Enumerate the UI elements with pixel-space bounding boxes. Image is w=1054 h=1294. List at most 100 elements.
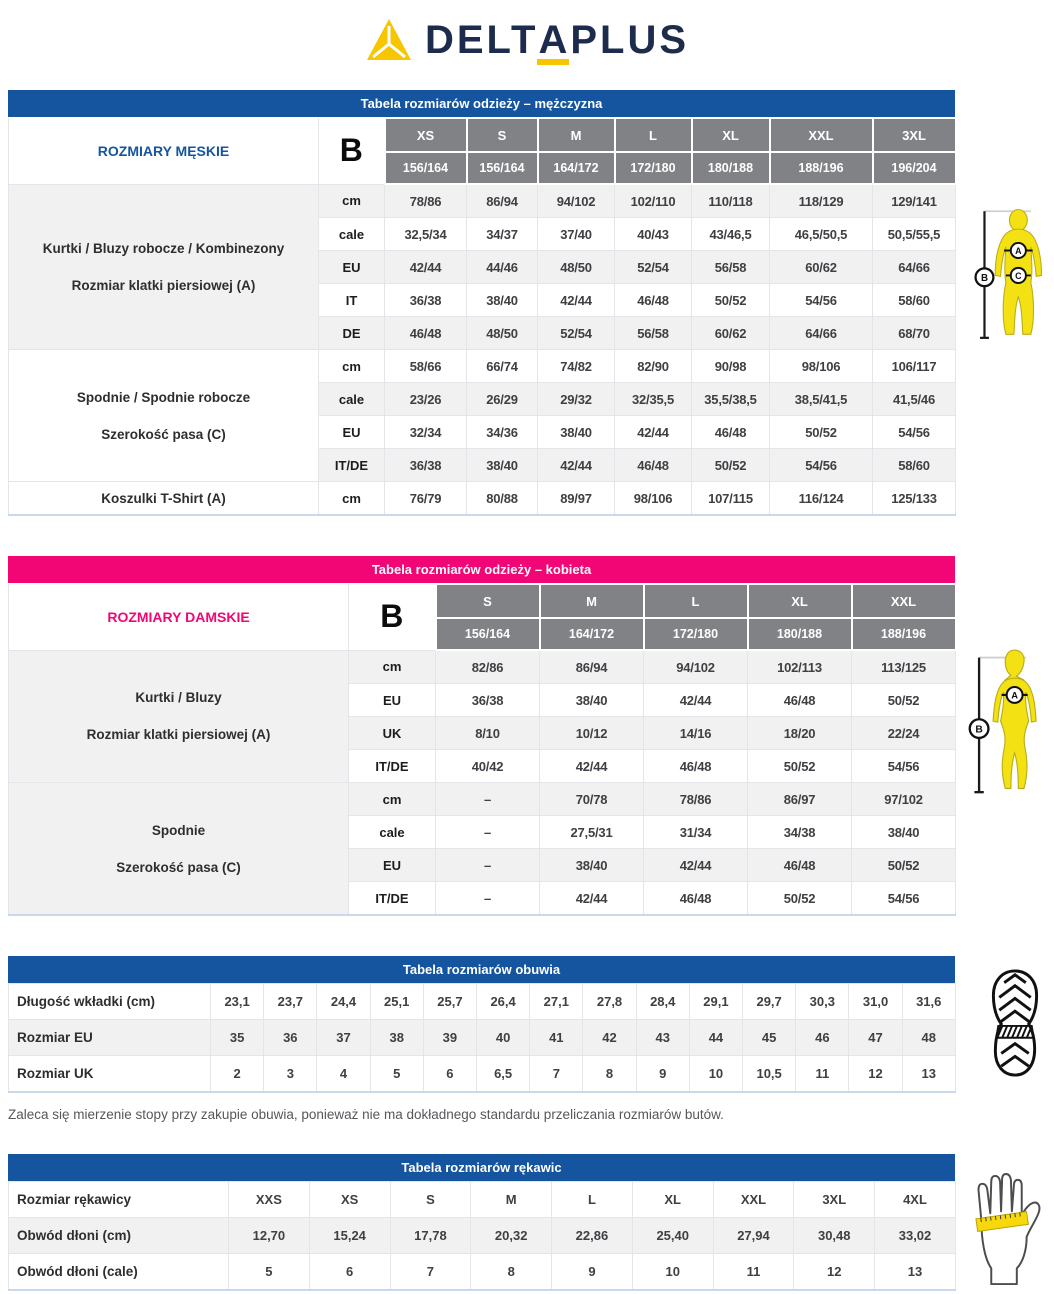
- value-cell: 46/48: [614, 283, 692, 317]
- section-label-line: Spodnie: [151, 822, 206, 838]
- value-cell: 86/94: [466, 183, 538, 218]
- unit-cell: cm: [318, 349, 385, 383]
- value-cell: 10,5: [742, 1055, 797, 1093]
- unit-cell: EU: [318, 415, 385, 449]
- value-cell: 36/38: [384, 283, 467, 317]
- value-cell: 15,24: [308, 1217, 391, 1254]
- shoe-measure-note: Zaleca się mierzenie stopy przy zakupie …: [8, 1107, 724, 1122]
- row-label-cell: Obwód dłoni (cale): [8, 1253, 229, 1291]
- table-row: IT/DE –42/44 46/48 50/52 54/56: [9, 881, 956, 916]
- value-cell: 110/118: [691, 183, 770, 218]
- value-cell: 42/44: [614, 415, 692, 449]
- value-cell: 46/48: [384, 316, 467, 350]
- value-cell: 33,02: [874, 1217, 956, 1254]
- value-cell: 86/97: [747, 782, 852, 816]
- value-cell: 12: [793, 1253, 876, 1291]
- women-table-b-label: B: [348, 584, 436, 651]
- value-cell: 102/110: [614, 183, 692, 218]
- value-cell: 50/52: [691, 448, 770, 482]
- value-cell: S: [389, 1181, 472, 1218]
- value-cell: 25,7: [422, 983, 478, 1020]
- value-cell: 54/56: [872, 415, 956, 449]
- logo-part-3: PLUS: [570, 18, 690, 62]
- value-cell: 42/44: [643, 683, 748, 717]
- table-row: EU 32/34 34/36 38/40 42/44 46/48 50/52 54/56: [9, 415, 956, 449]
- value-cell: 60/62: [691, 316, 770, 350]
- unit-cell: EU: [318, 250, 385, 284]
- value-cell: 38/40: [539, 848, 644, 882]
- height-range-cell: 172/180: [613, 151, 693, 185]
- table-row: cale 23/26 26/29 29/32 32/35,5 35,5/38,5 38,5/…: [9, 382, 956, 416]
- value-cell: –: [435, 815, 540, 849]
- section-label-line: Koszulki T-Shirt (A): [101, 490, 226, 506]
- row-label-cell: Rozmiar UK: [8, 1055, 211, 1093]
- value-cell: 6: [422, 1055, 478, 1093]
- logo-part-2: A: [537, 18, 571, 65]
- size-column-header: XXL: [850, 583, 957, 619]
- value-cell: 46/48: [691, 415, 770, 449]
- value-cell: 13: [901, 1055, 956, 1093]
- value-cell: 46/48: [614, 448, 692, 482]
- unit-cell: IT/DE: [348, 749, 436, 783]
- section-label-cell: Kurtki / Bluzy robocze / Kombinezony Rozm…: [8, 183, 319, 350]
- size-column-header: S: [465, 117, 539, 153]
- value-cell: 50,5/55,5: [872, 217, 956, 251]
- height-range-cell: 180/188: [746, 617, 853, 651]
- height-range-cell: 164/172: [536, 151, 616, 185]
- unit-cell: EU: [348, 848, 436, 882]
- value-cell: 56/58: [691, 250, 770, 284]
- value-cell: 42/44: [384, 250, 467, 284]
- value-cell: 14/16: [643, 716, 748, 750]
- height-range-cell: 196/204: [871, 151, 957, 185]
- value-cell: 29,7: [742, 983, 797, 1020]
- value-cell: 64/66: [769, 316, 873, 350]
- value-cell: 5: [369, 1055, 424, 1093]
- value-cell: 74/82: [537, 349, 615, 383]
- height-range-cell: 180/188: [690, 151, 771, 185]
- value-cell: 107/115: [691, 481, 770, 516]
- value-cell: 17,78: [389, 1217, 472, 1254]
- value-cell: 54/56: [851, 881, 956, 916]
- unit-cell: cale: [348, 815, 436, 849]
- table-row: Koszulki T-Shirt (A) cm 76/79 80/88 89/97 98/…: [8, 481, 956, 516]
- unit-cell: IT/DE: [318, 448, 385, 482]
- value-cell: 27,94: [712, 1217, 795, 1254]
- men-table-b-label: B: [318, 118, 385, 185]
- value-cell: 39: [422, 1019, 478, 1056]
- size-column-header: XL: [746, 583, 853, 619]
- unit-cell: cm: [318, 183, 385, 218]
- value-cell: 50/52: [747, 749, 852, 783]
- value-cell: 94/102: [643, 649, 748, 684]
- value-cell: 25,40: [631, 1217, 714, 1254]
- value-cell: 48/50: [537, 250, 615, 284]
- value-cell: 10: [688, 1055, 744, 1093]
- women-table-title: Tabela rozmiarów odzieży – kobieta: [8, 556, 955, 583]
- value-cell: 40/43: [614, 217, 692, 251]
- value-cell: 52/54: [537, 316, 615, 350]
- table-row: UK 8/10 10/12 14/16 18/20 22/24: [9, 716, 956, 750]
- value-cell: 42: [582, 1019, 637, 1056]
- value-cell: 98/106: [614, 481, 692, 516]
- size-column-header: XXL: [768, 117, 874, 153]
- table-row: Spodnie Szerokość pasa (C) cm –70/78 78/86 86…: [8, 782, 956, 916]
- value-cell: 58/66: [384, 349, 467, 383]
- value-cell: 32,5/34: [384, 217, 467, 251]
- value-cell: 26/29: [466, 382, 538, 416]
- table-row: EU 42/44 44/46 48/50 52/54 56/58 60/62 64/66: [9, 250, 956, 284]
- table-row: Obwód dłoni (cm) 12,70 15,24 17,78 20,32 22,8…: [8, 1217, 956, 1254]
- value-cell: 50/52: [769, 415, 873, 449]
- section-label-line: Rozmiar klatki piersiowej (A): [86, 727, 271, 743]
- table-row: Kurtki / Bluzy Rozmiar klatki piersiowej …: [8, 649, 956, 783]
- value-cell: 52/54: [614, 250, 692, 284]
- value-cell: 31,0: [848, 983, 903, 1020]
- value-cell: 113/125: [851, 649, 956, 684]
- value-cell: 129/141: [872, 183, 956, 218]
- size-column-header: L: [613, 117, 693, 153]
- value-cell: 54/56: [769, 283, 873, 317]
- value-cell: 3XL: [793, 1181, 876, 1218]
- size-column-header: M: [536, 117, 616, 153]
- section-label-cell: Kurtki / Bluzy Rozmiar klatki piersiowej …: [8, 649, 349, 783]
- value-cell: 50/52: [851, 683, 956, 717]
- men-table-title: Tabela rozmiarów odzieży – mężczyzna: [8, 90, 955, 117]
